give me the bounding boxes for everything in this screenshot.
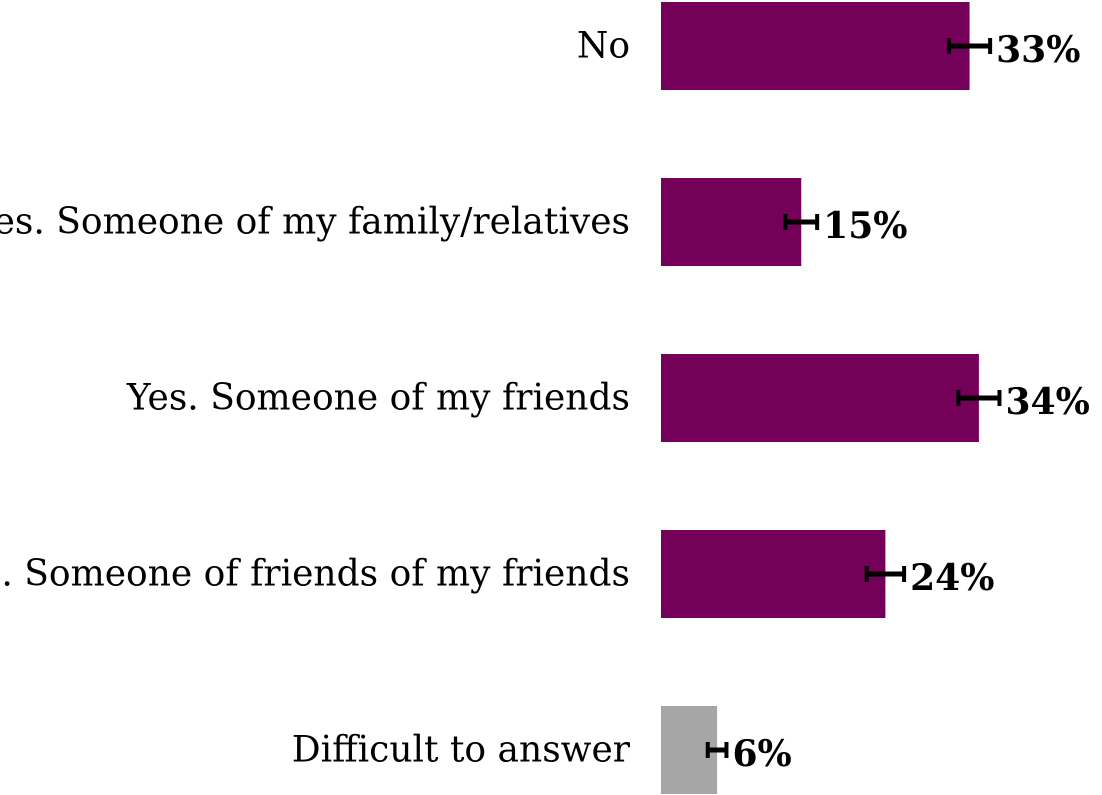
- error-bar: [705, 742, 729, 758]
- bar: [661, 530, 886, 618]
- category-label: Difficult to answer: [292, 730, 631, 771]
- value-label: 15%: [823, 205, 907, 247]
- bar: [661, 178, 802, 266]
- bar: [661, 2, 970, 90]
- value-label: 33%: [996, 29, 1080, 71]
- value-label: 6%: [732, 733, 791, 775]
- error-bars: [705, 38, 1002, 758]
- error-bar: [783, 214, 820, 230]
- category-label: Yes. Someone of my family/relatives: [0, 202, 630, 243]
- value-label: 34%: [1005, 381, 1089, 423]
- value-labels: 33% 15% 34% 24% 6%: [732, 29, 1089, 775]
- category-label: Yes. Someone of friends of my friends: [0, 554, 630, 595]
- bars: [661, 2, 979, 794]
- value-label: 24%: [910, 557, 994, 599]
- error-bar: [956, 390, 1002, 406]
- bar: [661, 354, 979, 442]
- error-bar: [864, 566, 907, 582]
- category-labels: No Yes. Someone of my family/relatives Yes…: [0, 26, 631, 771]
- category-label: Yes. Someone of my friends: [126, 378, 630, 419]
- category-label: No: [577, 26, 630, 67]
- error-bar: [946, 38, 993, 54]
